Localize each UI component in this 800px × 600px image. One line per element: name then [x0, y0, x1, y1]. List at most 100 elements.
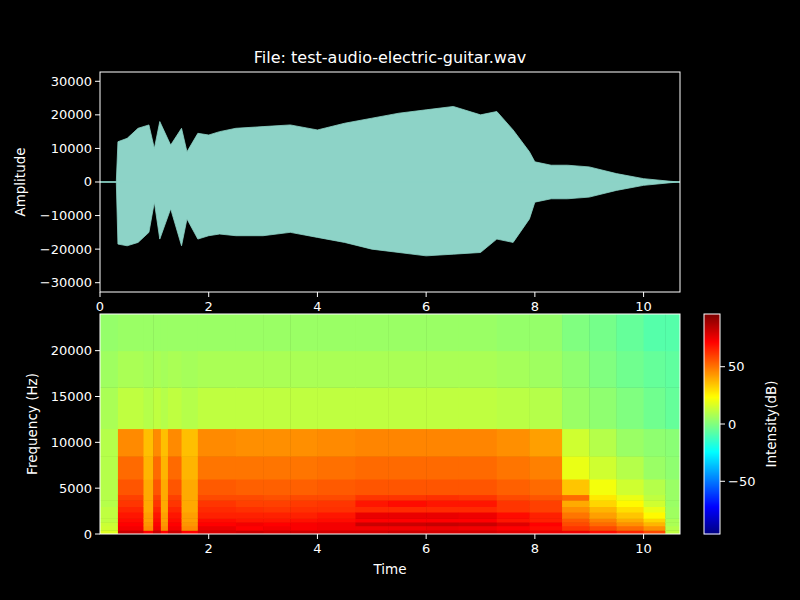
spectrogram-cell — [236, 530, 264, 534]
spectrogram-cell — [529, 512, 562, 519]
spectrogram-cell — [118, 518, 144, 522]
spectrogram-cell — [616, 456, 644, 479]
spectrogram-cell — [426, 530, 459, 534]
x-tick-label: 6 — [422, 299, 430, 314]
spectrogram-cell — [388, 512, 427, 519]
spectrogram-cell — [497, 518, 530, 522]
spectrogram-cell — [589, 479, 617, 495]
spectrogram-cell — [426, 518, 459, 522]
y-tick-label: −20000 — [40, 242, 92, 257]
spectrogram-cell — [100, 456, 118, 479]
spectrogram-cell — [426, 387, 459, 429]
spectrogram-cell — [644, 351, 666, 388]
spectrogram-cell — [644, 522, 666, 526]
spectrogram-cell — [118, 479, 144, 495]
spectrogram-cell — [317, 387, 356, 429]
spectrogram-cell — [161, 429, 169, 457]
spectrogram-cell — [317, 351, 356, 388]
spectrogram-cell — [616, 522, 644, 526]
spectrogram-cell — [143, 530, 153, 534]
spectrogram-cell — [236, 526, 264, 531]
spectrogram-cell — [529, 429, 562, 457]
spectrogram-cell — [236, 522, 264, 526]
spectrogram-cell — [388, 314, 427, 351]
y-tick — [95, 442, 100, 443]
spectrogram-cell — [290, 522, 318, 526]
spectrogram-cell — [153, 526, 161, 531]
spectrogram-cell — [290, 512, 318, 519]
spectrogram-cell — [100, 512, 118, 519]
spectrogram-cell — [562, 518, 590, 522]
spectrogram-cell — [665, 479, 680, 495]
spectrogram-cell — [100, 518, 118, 522]
spectrogram-cell — [459, 495, 498, 501]
spectrogram-cell — [529, 479, 562, 495]
x-tick — [643, 292, 644, 297]
spectrogram-cell — [182, 495, 199, 501]
spectrogram-cell — [100, 429, 118, 457]
y-tick-label: 5000 — [59, 481, 92, 496]
y-tick-label: 15000 — [51, 389, 92, 404]
spectrogram-cell — [616, 526, 644, 531]
spectrogram-cell — [263, 387, 291, 429]
spectrogram-cell — [263, 429, 291, 457]
spectrogram-cell — [263, 495, 291, 501]
spectrogram-cell — [100, 522, 118, 526]
spectrogram-cell — [426, 512, 459, 519]
spectrogram-cell — [355, 351, 388, 388]
spectrogram-cell — [161, 522, 169, 526]
background — [0, 0, 800, 600]
spectrogram-cell — [644, 387, 666, 429]
spectrogram-cell — [589, 500, 617, 507]
x-tick-label: 8 — [531, 541, 539, 556]
y-tick — [95, 181, 100, 182]
spectrogram-cell — [290, 526, 318, 531]
spectrogram-cell — [459, 314, 498, 351]
spectrogram-cell — [153, 518, 161, 522]
spectrogram-cell — [388, 518, 427, 522]
spectrogram-cell — [182, 314, 199, 351]
spectrogram-cell — [168, 495, 182, 501]
spectrogram-cell — [100, 314, 118, 351]
spectrogram-cell — [317, 522, 356, 526]
spectrogram-cell — [562, 512, 590, 519]
spectrogram-cell — [290, 500, 318, 507]
spectrogram-cell — [143, 387, 153, 429]
waveform-area — [100, 106, 680, 182]
x-tick-label: 2 — [205, 299, 213, 314]
spectrogram-cell — [153, 530, 161, 534]
spectrogram-cell — [161, 314, 169, 351]
spectrogram-cell — [497, 522, 530, 526]
spectrogram-cell — [459, 387, 498, 429]
spectrogram-cell — [182, 500, 199, 507]
spectrogram-cell — [616, 314, 644, 351]
spectrogram-cell — [290, 429, 318, 457]
spectrogram-cell — [529, 456, 562, 479]
colorbar-tick — [720, 424, 725, 425]
y-tick-label: 30000 — [51, 74, 92, 89]
y-axis-label: Amplitude — [12, 147, 28, 216]
spectrogram-cell — [182, 526, 199, 531]
spectrogram-cell — [236, 456, 264, 479]
spectrogram-cell — [562, 522, 590, 526]
y-tick — [95, 282, 100, 283]
x-tick — [317, 292, 318, 297]
spectrogram-cell — [263, 507, 291, 513]
spectrogram-cell — [562, 456, 590, 479]
spectrogram-cell — [388, 530, 427, 534]
spectrogram-cell — [236, 512, 264, 519]
spectrogram-cell — [198, 479, 237, 495]
spectrogram-cell — [161, 387, 169, 429]
spectrogram-cell — [317, 314, 356, 351]
y-tick — [95, 114, 100, 115]
spectrogram-cell — [198, 351, 237, 388]
y-tick — [95, 215, 100, 216]
spectrogram-cell — [290, 314, 318, 351]
y-tick-label: −10000 — [40, 208, 92, 223]
spectrogram-cell — [589, 518, 617, 522]
colorbar-tick — [720, 366, 725, 367]
spectrogram-cell — [644, 479, 666, 495]
spectrogram-cell — [644, 507, 666, 513]
spectrogram-cell — [589, 387, 617, 429]
spectrogram-cell — [153, 387, 161, 429]
